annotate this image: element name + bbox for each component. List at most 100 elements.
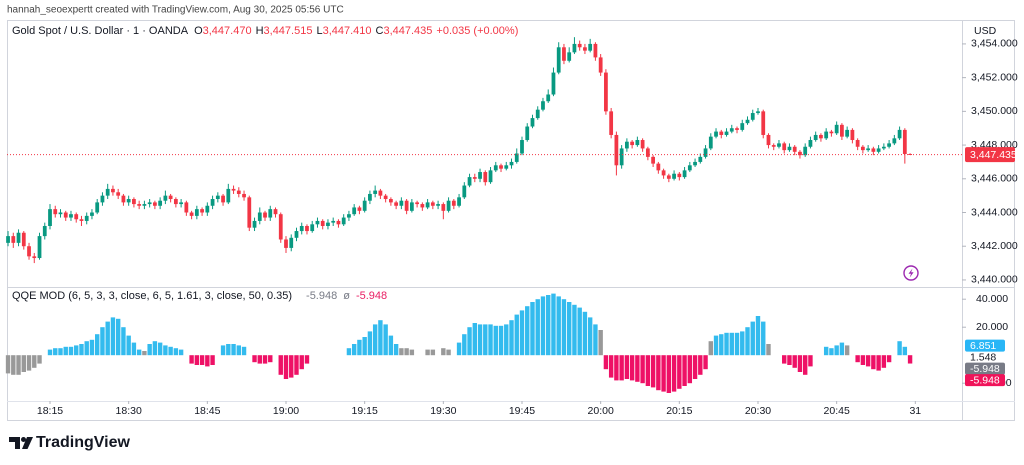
histogram-bar <box>477 324 483 356</box>
legend-value: 3,447.470 <box>203 25 252 37</box>
histogram-bar <box>823 346 829 356</box>
candle-body <box>362 200 367 211</box>
candle-body <box>567 52 572 61</box>
histogram-bar <box>514 314 519 356</box>
histogram-bar <box>110 317 116 356</box>
histogram-bar <box>535 299 540 356</box>
candle-body <box>845 129 850 137</box>
candle-body <box>231 188 236 191</box>
histogram-bar <box>283 355 289 379</box>
histogram-bar <box>409 349 415 356</box>
candle-body <box>147 202 152 205</box>
candle-body <box>651 156 655 164</box>
candle-body <box>604 72 608 112</box>
histogram-bar <box>498 325 504 356</box>
histogram-bar <box>378 320 383 356</box>
candle-body <box>902 129 907 155</box>
histogram-bar <box>446 349 451 356</box>
histogram-bar <box>241 346 247 356</box>
histogram-bar <box>21 355 26 372</box>
candle-body <box>247 197 252 228</box>
y-tick-label: 3,452.000 <box>971 71 1018 83</box>
candle-body <box>535 109 540 119</box>
histogram-bar <box>163 345 168 356</box>
histogram-bar <box>483 324 488 356</box>
candle-body <box>467 177 472 186</box>
candle-body <box>299 225 304 232</box>
candle-body <box>6 236 10 243</box>
legend-value: 3,447.435 <box>383 25 432 37</box>
candle-body <box>509 161 514 166</box>
candle-body <box>69 214 73 218</box>
histogram-bar <box>136 349 142 356</box>
histogram-bar <box>750 321 755 356</box>
candle-body <box>451 200 456 206</box>
histogram-bar <box>220 345 226 356</box>
histogram-bar <box>257 355 262 364</box>
histogram-bar <box>268 355 273 363</box>
candle-body <box>493 165 498 171</box>
histogram-bar <box>441 348 446 356</box>
histogram-bar <box>467 327 472 356</box>
candle-body <box>666 175 671 179</box>
frame <box>7 20 1015 421</box>
candle-body <box>42 225 47 237</box>
candle-body <box>530 118 535 127</box>
histogram-bar <box>126 335 131 356</box>
histogram-bar <box>902 346 908 356</box>
candle-body <box>724 131 729 135</box>
alert-icon[interactable] <box>903 265 919 281</box>
candle-body <box>200 209 204 213</box>
alert-bolt <box>908 268 914 278</box>
candle-body <box>27 246 31 257</box>
histogram-bar <box>525 306 530 356</box>
candle-body <box>16 232 21 243</box>
last-price-label: 3,447.435 <box>970 149 1017 161</box>
histogram-bar <box>603 355 609 370</box>
candle-body <box>315 220 320 225</box>
histogram-bar <box>692 355 698 379</box>
histogram-bar <box>556 296 561 356</box>
candle-body <box>132 199 136 205</box>
candle-body <box>226 188 231 203</box>
candle-body <box>656 163 661 171</box>
candle-body <box>378 190 383 196</box>
candle-body <box>289 237 294 248</box>
histogram-bar <box>26 355 32 371</box>
histogram-bar <box>236 345 242 356</box>
candle-body <box>137 204 142 206</box>
candle-body <box>90 212 94 216</box>
histogram-bar <box>708 341 713 356</box>
histogram-bar <box>734 332 740 356</box>
candle-body <box>750 113 755 120</box>
histogram-bar <box>152 341 158 356</box>
candle-body <box>158 200 163 206</box>
candle-body <box>205 205 210 213</box>
candle-body <box>635 140 640 146</box>
histogram-bar <box>399 348 404 356</box>
candle-body <box>326 222 330 226</box>
currency-label: USD <box>974 25 997 37</box>
histogram-bar <box>745 327 750 356</box>
histogram-bar <box>37 355 42 364</box>
x-tick-label: 20:00 <box>588 405 614 417</box>
histogram-bar <box>509 320 514 356</box>
histogram-bar <box>68 346 74 356</box>
candle-body <box>588 43 593 51</box>
histogram-bar <box>844 345 850 356</box>
y-tick-label: 40.000 <box>976 293 1008 305</box>
candle-body <box>593 43 598 58</box>
candle-body <box>368 193 372 201</box>
candle-body <box>425 202 430 208</box>
candle-body <box>577 43 582 48</box>
candle-body <box>860 146 865 151</box>
histogram-bar <box>766 344 771 356</box>
candle-body <box>310 224 315 232</box>
candle-body <box>514 153 519 162</box>
candle-body <box>462 185 467 198</box>
value-marker-box <box>965 374 1005 387</box>
candle-body <box>116 192 121 196</box>
y-tick-label: 3,440.000 <box>971 274 1018 286</box>
histogram-bar <box>372 324 378 356</box>
candle-body <box>735 128 739 130</box>
